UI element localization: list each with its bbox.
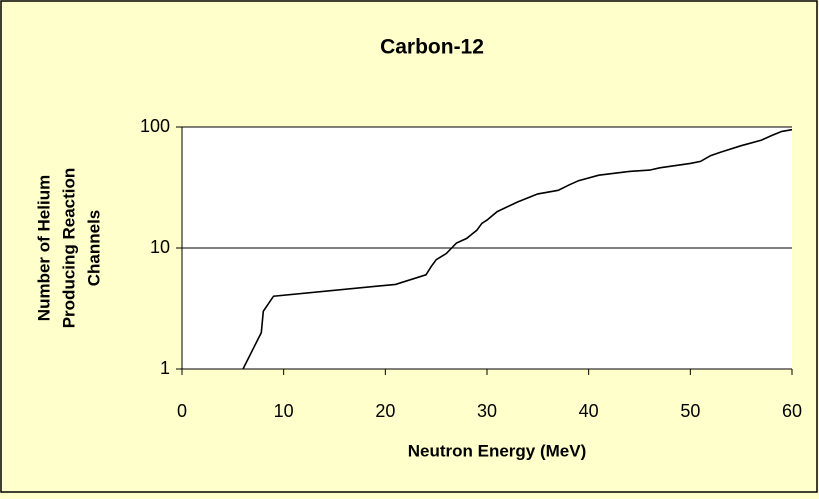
- y-axis-title-line: Channels: [84, 210, 103, 287]
- x-tick-label: 10: [274, 401, 294, 421]
- y-tick-label: 1: [160, 358, 170, 378]
- data-line: [242, 128, 793, 370]
- y-tick-label: 100: [140, 116, 170, 136]
- x-tick-label: 0: [177, 401, 187, 421]
- x-axis-title: Neutron Energy (MeV): [408, 441, 587, 460]
- x-tick-label: 40: [579, 401, 599, 421]
- chart-title: Carbon-12: [380, 36, 484, 59]
- y-axis-title-line: Number of Helium: [34, 175, 53, 321]
- y-axis-title-line: Producing Reaction: [59, 168, 78, 329]
- x-tick-label: 60: [782, 401, 802, 421]
- x-tick-label: 30: [477, 401, 497, 421]
- y-tick-label: 10: [150, 237, 170, 257]
- y-axis-title: Number of Helium Producing Reaction Chan…: [34, 168, 103, 329]
- x-tick-label: 50: [680, 401, 700, 421]
- x-tick-label: 20: [375, 401, 395, 421]
